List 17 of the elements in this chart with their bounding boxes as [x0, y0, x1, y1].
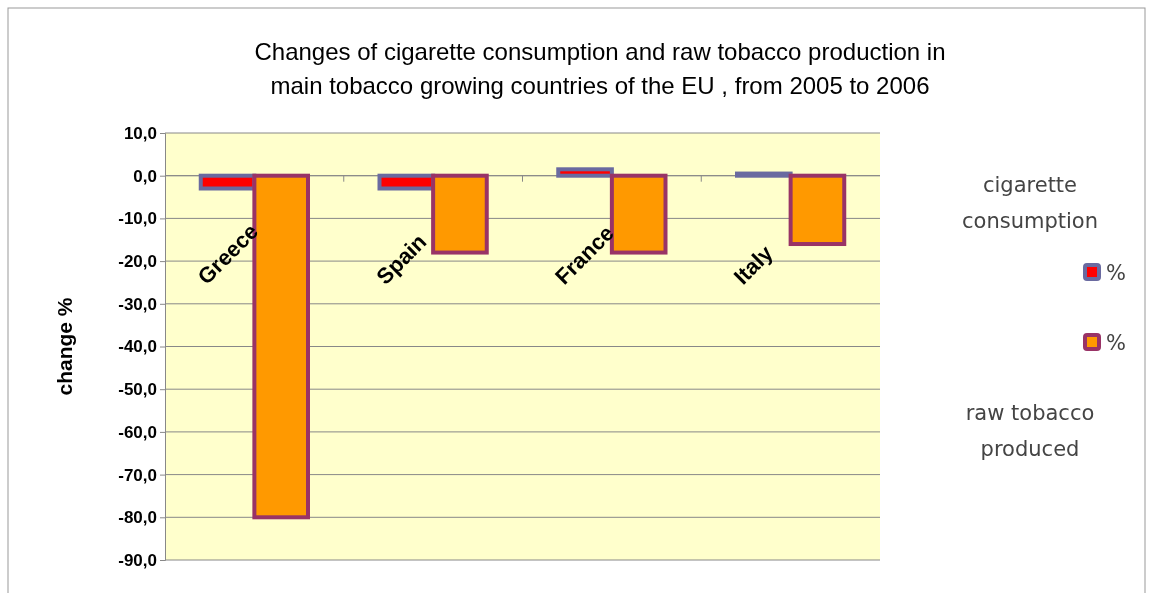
- text: raw tobacco produced: [965, 401, 1095, 461]
- chart-title: Changes of cigarette consumption and raw tobacco production in main tobacco growing countries of the EU , from 2005 to 2006: [254, 38, 946, 99]
- y-tick-label: 10,0: [123, 123, 157, 143]
- legend-label: %: [1106, 331, 1126, 355]
- text: cigarette consumption: [962, 173, 1098, 233]
- y-tick-label: -30,0: [118, 294, 157, 314]
- y-tick-label: -50,0: [118, 380, 157, 400]
- y-tick-label: -40,0: [118, 337, 157, 357]
- y-tick-label: -20,0: [118, 252, 157, 272]
- y-tick-label: 0,0: [133, 166, 157, 186]
- y-tick-label: -10,0: [118, 209, 157, 229]
- y-tick-label: -80,0: [118, 508, 157, 528]
- y-tick-label: -60,0: [118, 422, 157, 442]
- y-tick-label: -90,0: [118, 550, 157, 570]
- y-tick-label: -70,0: [118, 465, 157, 485]
- y-axis-title: change %: [53, 297, 76, 396]
- legend-label: %: [1106, 261, 1126, 285]
